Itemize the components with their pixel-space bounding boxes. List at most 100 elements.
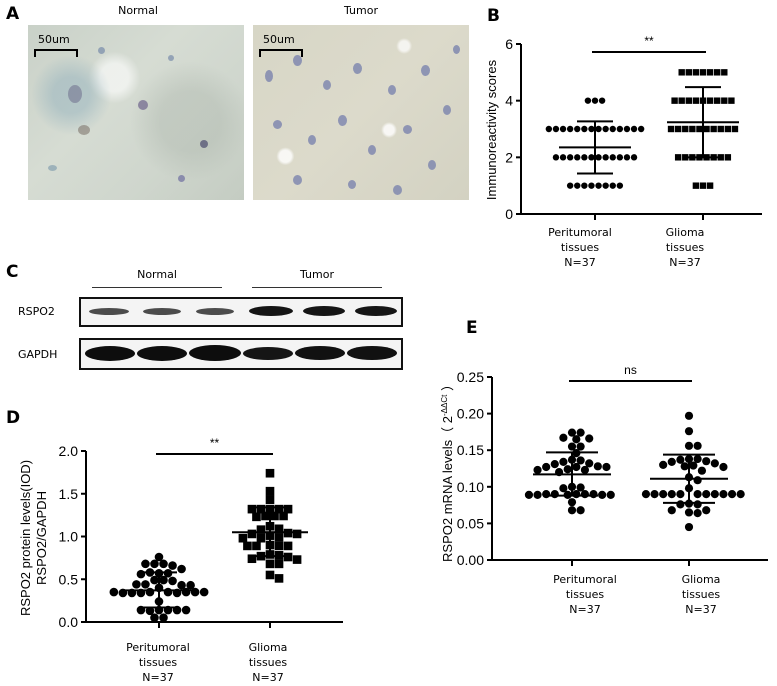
scale-bar <box>259 49 303 57</box>
data-point <box>274 533 284 542</box>
data-point <box>602 125 609 133</box>
data-point <box>247 554 257 564</box>
data-point <box>141 580 150 589</box>
cat-line: Peritumoral <box>548 226 612 239</box>
data-point <box>576 483 585 492</box>
data-point <box>580 490 590 499</box>
data-point <box>689 461 698 470</box>
data-point <box>292 555 302 564</box>
data-point <box>150 575 159 585</box>
data-point <box>238 533 248 543</box>
data-point <box>693 476 702 485</box>
cat-line: tissues <box>248 656 288 669</box>
data-point <box>581 154 588 161</box>
blot-group-normal-line <box>92 287 222 288</box>
data-point <box>247 504 257 514</box>
data-point <box>563 465 572 474</box>
data-point <box>552 125 560 133</box>
data-point <box>109 587 119 597</box>
data-point <box>270 511 279 521</box>
data-point <box>566 154 574 161</box>
data-point <box>693 441 702 450</box>
cat-line: Glioma <box>681 573 721 586</box>
y-tick-label: 0.05 <box>457 515 484 531</box>
data-point <box>602 462 611 472</box>
cat-line: N=37 <box>569 603 601 616</box>
blot-label-rspo2: RSPO2 <box>18 305 55 318</box>
data-point <box>609 154 616 161</box>
y-tick-label: 0.0 <box>59 614 79 630</box>
blot-group-normal: Normal <box>137 268 177 281</box>
band <box>347 346 397 360</box>
data-point <box>667 490 676 499</box>
data-point <box>274 574 284 583</box>
data-point <box>567 498 577 507</box>
y-axis-label: Immunoreactivity scores <box>484 59 499 200</box>
data-point <box>566 182 574 189</box>
data-point <box>580 465 590 475</box>
cat-line: tissues <box>138 656 178 669</box>
data-point <box>576 442 585 451</box>
data-point <box>574 154 581 161</box>
data-point <box>685 97 692 104</box>
data-point <box>714 97 721 104</box>
data-point <box>150 613 159 623</box>
data-point <box>706 69 714 76</box>
data-point <box>559 484 568 493</box>
scale-bar <box>34 49 78 57</box>
y-axis-label-line2: RSPO2/GAPDH <box>34 491 49 585</box>
data-point <box>576 506 585 515</box>
data-point <box>724 154 732 161</box>
data-point <box>630 154 638 161</box>
data-point <box>533 465 542 475</box>
data-point <box>684 441 694 450</box>
chart-b-immunoreactivity: 0 2 4 6 ** Immunoreactivity scores <box>484 34 762 222</box>
data-point <box>693 509 702 518</box>
data-point <box>678 69 685 76</box>
data-point <box>136 569 146 579</box>
data-point <box>159 575 168 585</box>
blot-group-tumor: Tumor <box>300 268 334 281</box>
cat-line: Glioma <box>248 641 288 654</box>
data-point <box>731 125 739 133</box>
band <box>303 306 345 316</box>
panel-label-e: E <box>466 318 478 338</box>
data-point <box>724 125 732 133</box>
data-point <box>274 541 284 551</box>
data-point <box>256 533 266 543</box>
cat-line: Peritumoral <box>126 641 190 654</box>
band <box>243 347 293 360</box>
data-point <box>265 486 275 496</box>
data-point <box>595 125 602 133</box>
data-point <box>559 154 567 161</box>
chart-d-xcat-2: Glioma tissues N=37 <box>228 640 308 685</box>
data-point <box>710 125 717 133</box>
cat-line: N=37 <box>669 256 701 269</box>
data-point <box>659 490 668 499</box>
cat-line: N=37 <box>252 671 284 684</box>
data-point <box>682 125 689 133</box>
data-point <box>692 69 700 76</box>
data-point <box>719 490 728 499</box>
data-point <box>168 576 177 586</box>
significance-label: ** <box>644 34 654 48</box>
data-point <box>181 605 191 615</box>
data-point <box>641 490 651 499</box>
data-point <box>595 182 602 189</box>
data-point <box>717 125 724 133</box>
data-point <box>256 525 266 534</box>
data-point <box>671 97 678 104</box>
data-point <box>550 490 559 499</box>
data-point <box>689 125 696 133</box>
y-tick-label: 1.5 <box>59 486 79 502</box>
data-point <box>609 182 616 189</box>
significance-label: ns <box>624 363 637 377</box>
data-point <box>702 490 711 499</box>
data-point <box>699 182 707 189</box>
data-point <box>702 457 711 466</box>
data-point <box>559 457 568 467</box>
data-point <box>279 511 288 521</box>
band <box>85 346 135 361</box>
chart-e-xcat-1: Peritumoral tissues N=37 <box>535 572 635 617</box>
chart-d-protein-levels: 0.0 0.5 1.0 1.5 2.0 ** RSPO2 protein levels(IO… <box>18 436 343 630</box>
